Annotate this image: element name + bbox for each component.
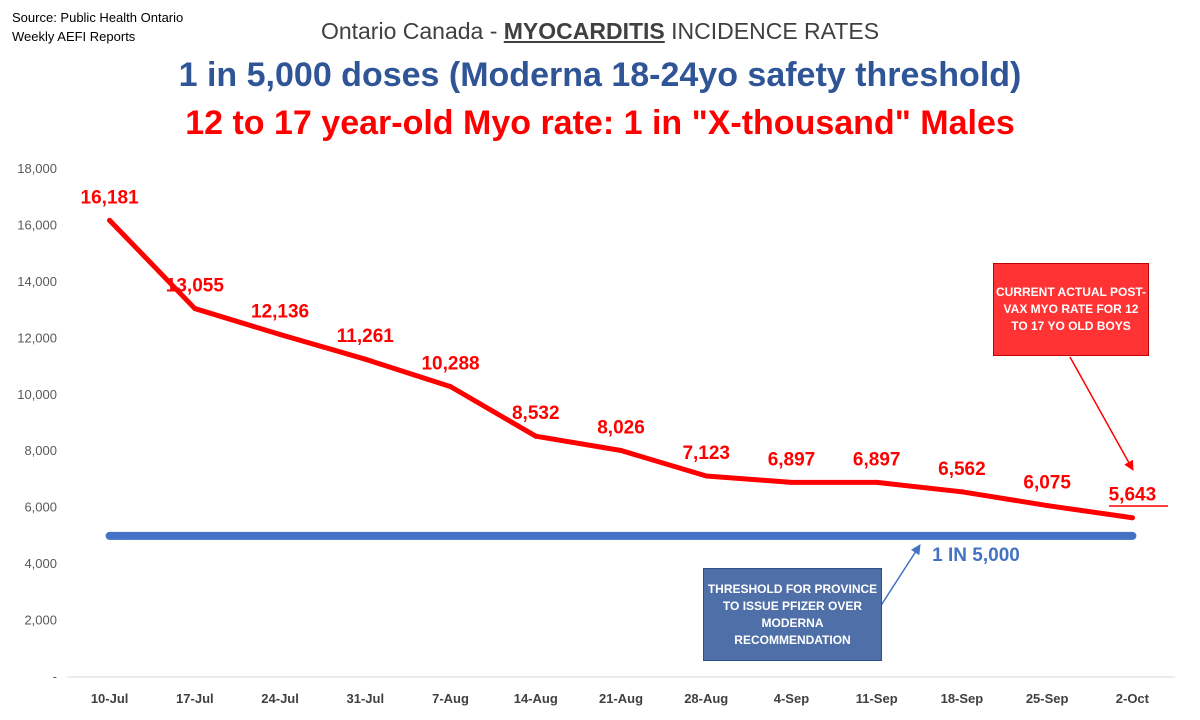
data-point bbox=[362, 356, 368, 362]
data-point bbox=[1129, 515, 1135, 521]
arrow-current-rate bbox=[1069, 356, 1134, 471]
x-tick-label: 7-Aug bbox=[432, 691, 469, 706]
title-prefix: Ontario Canada - bbox=[320, 18, 504, 44]
data-label: 8,026 bbox=[597, 417, 645, 438]
chart-subtitle-threshold: 1 in 5,000 doses (Moderna 18-24yo safety… bbox=[178, 56, 1022, 94]
y-tick-label: 4,000 bbox=[24, 556, 57, 571]
x-tick-label: 11-Sep bbox=[856, 691, 898, 706]
annotation-current-rate: CURRENT ACTUAL POST-VAX MYO RATE FOR 12 … bbox=[993, 263, 1149, 356]
data-label: 12,136 bbox=[251, 301, 309, 322]
y-tick-label: 6,000 bbox=[24, 500, 57, 515]
data-label: 5,643 bbox=[1109, 485, 1157, 506]
threshold-label: 1 IN 5,000 bbox=[932, 545, 1020, 566]
data-label: 10,288 bbox=[421, 354, 479, 375]
data-point bbox=[1044, 503, 1050, 509]
data-label: 7,123 bbox=[682, 443, 730, 464]
y-tick-label: 10,000 bbox=[17, 387, 57, 402]
x-tick-label: 10-Jul bbox=[91, 691, 129, 706]
source-line-2: Weekly AEFI Reports bbox=[12, 29, 136, 44]
chart-subtitle-rate: 12 to 17 year-old Myo rate: 1 in "X-thou… bbox=[185, 104, 1015, 142]
source-line-1: Source: Public Health Ontario bbox=[12, 10, 184, 25]
data-point bbox=[533, 433, 539, 439]
title-emphasis: MYOCARDITIS bbox=[503, 18, 665, 44]
x-tick-label: 24-Jul bbox=[261, 691, 299, 706]
data-label: 11,261 bbox=[337, 326, 394, 347]
data-label: 6,897 bbox=[768, 449, 816, 470]
arrow-threshold bbox=[879, 544, 921, 608]
y-tick-label: 18,000 bbox=[17, 161, 57, 176]
data-point bbox=[618, 447, 624, 453]
x-tick-label: 28-Aug bbox=[684, 691, 728, 706]
x-tick-label: 4-Sep bbox=[774, 691, 809, 706]
data-label: 16,181 bbox=[81, 187, 140, 208]
x-tick-label: 18-Sep bbox=[941, 691, 984, 706]
y-tick-label: - bbox=[53, 669, 57, 684]
x-tick-label: 21-Aug bbox=[599, 691, 643, 706]
y-tick-label: 8,000 bbox=[24, 443, 57, 458]
data-point bbox=[192, 306, 198, 312]
data-label: 6,897 bbox=[853, 449, 901, 470]
y-tick-label: 2,000 bbox=[24, 613, 57, 628]
data-label: 8,532 bbox=[512, 403, 560, 424]
data-point bbox=[107, 217, 113, 223]
y-tick-label: 16,000 bbox=[17, 217, 57, 232]
data-point bbox=[448, 384, 454, 390]
data-point bbox=[874, 479, 880, 485]
title-suffix: INCIDENCE RATES bbox=[664, 18, 880, 44]
x-tick-label: 2-Oct bbox=[1116, 691, 1150, 706]
x-tick-label: 25-Sep bbox=[1026, 691, 1069, 706]
source-note: Source: Public Health Ontario Weekly AEF… bbox=[12, 8, 183, 46]
data-label: 6,562 bbox=[938, 459, 986, 480]
data-point bbox=[277, 331, 283, 337]
y-tick-label: 14,000 bbox=[17, 274, 57, 289]
x-tick-label: 31-Jul bbox=[347, 691, 385, 706]
data-point bbox=[788, 479, 794, 485]
data-point bbox=[959, 489, 965, 495]
annotation-threshold: THRESHOLD FOR PROVINCE TO ISSUE PFIZER O… bbox=[703, 568, 882, 661]
y-tick-label: 12,000 bbox=[17, 330, 57, 345]
data-label: 13,055 bbox=[166, 276, 225, 297]
chart-title: Ontario Canada - MYOCARDITIS INCIDENCE R… bbox=[0, 18, 1200, 45]
data-point bbox=[703, 473, 709, 479]
data-label: 6,075 bbox=[1023, 473, 1071, 494]
x-tick-label: 17-Jul bbox=[176, 691, 214, 706]
x-tick-label: 14-Aug bbox=[514, 691, 558, 706]
